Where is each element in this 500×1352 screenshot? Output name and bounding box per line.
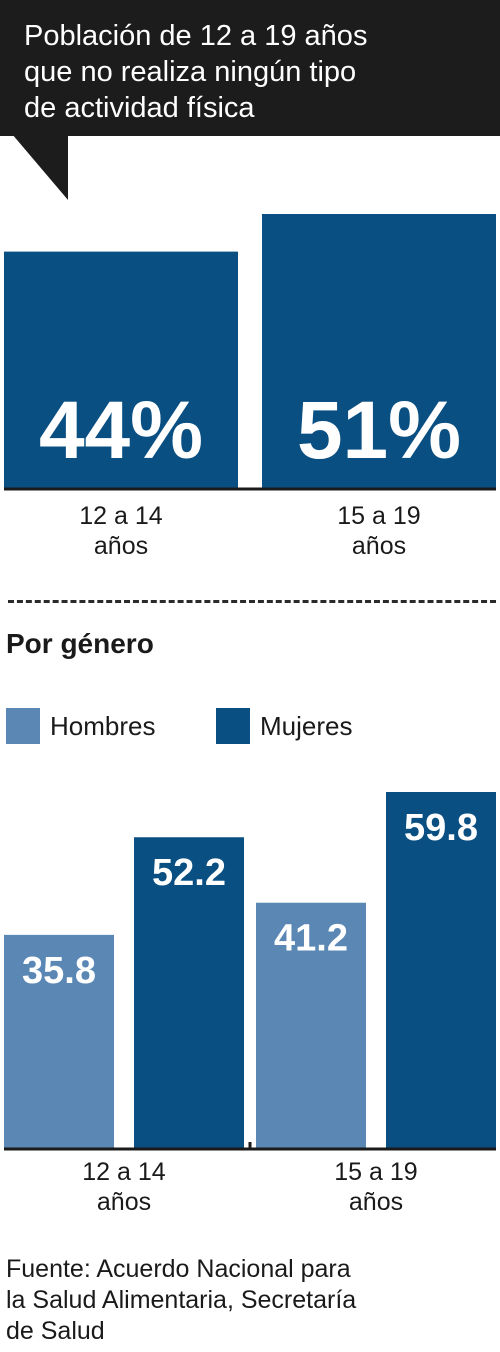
legend-swatch-hombres [6,708,40,744]
category-label: 15 a 19 [337,502,420,530]
data-label-hombres-1: 35.8 [22,950,96,992]
data-label-age-2: 51% [297,385,461,476]
bar-mujeres-2 [386,792,496,1148]
category-label: 12 a 14 [82,1158,166,1186]
category-label: 15 a 19 [334,1158,417,1186]
data-label-mujeres-1: 52.2 [152,852,226,894]
category-label: años [349,1188,403,1216]
legend-label-hombres: Hombres [50,710,156,741]
source-note: Fuente: Acuerdo Nacional para la Salud A… [6,1254,486,1347]
category-label: años [352,532,406,560]
data-label-hombres-2: 41.2 [274,918,348,960]
bar-hombres-2 [256,902,366,1148]
legend-label-mujeres: Mujeres [260,710,353,741]
category-label: 12 a 14 [79,502,163,530]
chart-title: Población de 12 a 19 años que no realiza… [24,20,368,124]
category-label: años [97,1188,151,1216]
speech-bubble-tail [12,134,68,200]
category-label: años [94,532,148,560]
source-line: Fuente: Acuerdo Nacional para [6,1255,351,1283]
legend: Hombres Mujeres [0,708,500,748]
legend-swatch-mujeres [216,708,250,744]
legend-item-hombres: Hombres [6,708,155,744]
source-line: la Salud Alimentaria, Secretaría [6,1286,357,1314]
dashed-divider [8,600,496,603]
bar-age-1 [4,251,238,488]
bar-mujeres-1 [134,837,244,1148]
gender-chart-title: Por género [6,628,154,659]
bar-age-2 [262,214,496,488]
legend-item-mujeres: Mujeres [216,708,352,744]
data-label-mujeres-2: 59.8 [404,807,478,849]
data-label-age-1: 44% [39,385,203,476]
bar-hombres-1 [4,934,114,1148]
source-line: de Salud [6,1317,105,1345]
chart-title-box: Población de 12 a 19 años que no realiza… [0,0,500,136]
